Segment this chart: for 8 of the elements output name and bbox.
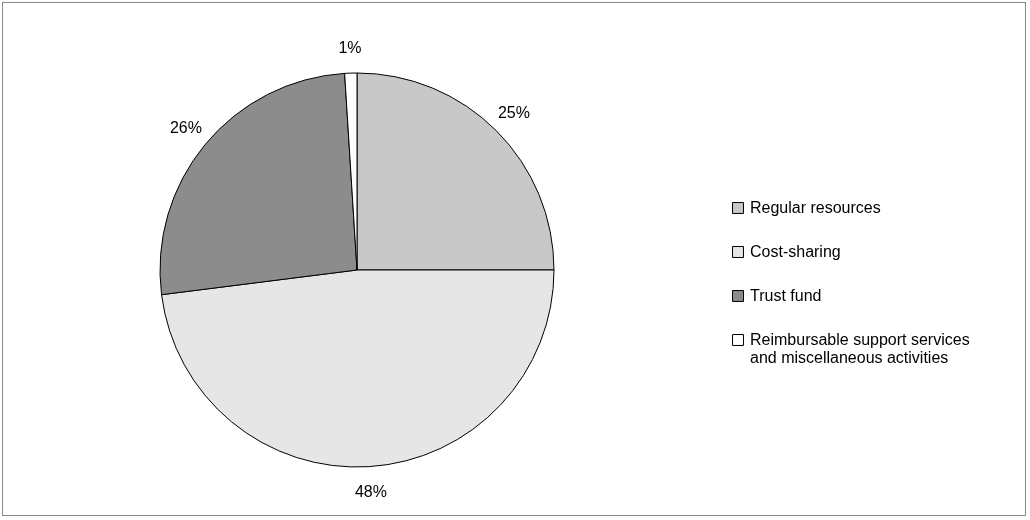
data-label: 26% [169,119,202,137]
legend-label: Cost-sharing [750,243,841,260]
data-label: 25% [497,104,530,122]
legend-label: Trust fund [750,287,822,304]
legend-label: Reimbursable support services and miscellaneous activities [750,331,970,366]
data-label: 1% [338,39,362,57]
data-label: 48% [354,482,387,500]
legend-label: Regular resources [750,199,881,216]
